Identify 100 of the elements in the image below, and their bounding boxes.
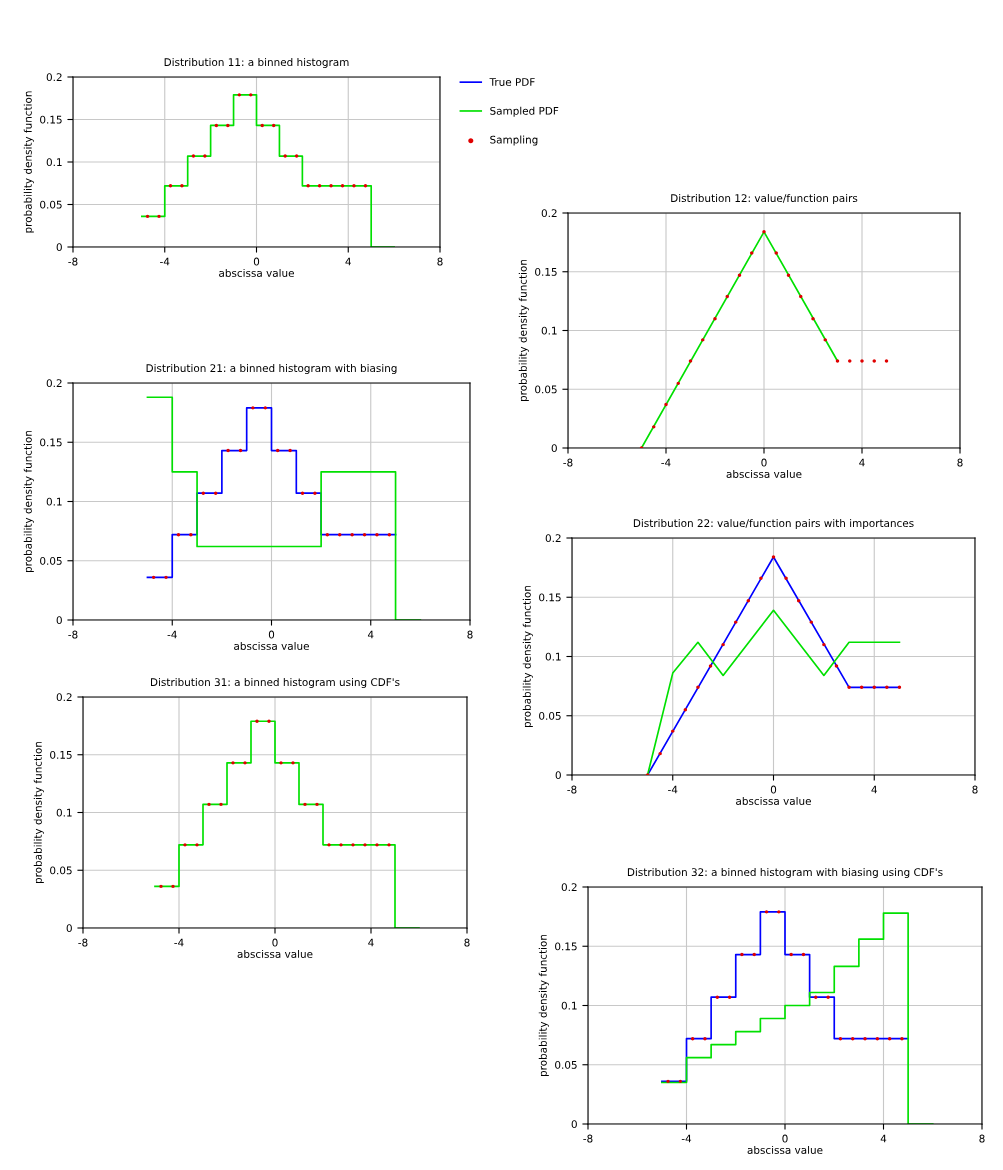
point xyxy=(145,214,150,219)
point xyxy=(340,184,345,188)
y-tick-label: 0.2 xyxy=(541,209,557,218)
x-tick-label: 8 xyxy=(972,785,978,794)
legend-label: True PDF xyxy=(489,78,535,86)
point xyxy=(176,532,181,537)
point xyxy=(375,843,379,847)
x-tick-label: -4 xyxy=(668,785,678,794)
y-tick-label: 0.15 xyxy=(539,593,561,602)
x-tick-label: -4 xyxy=(167,630,177,639)
point xyxy=(875,1036,880,1041)
y-tick-label: 0.2 xyxy=(46,379,62,388)
y-tick-label: 0 xyxy=(555,771,561,780)
x-axis-title: abscissa value xyxy=(726,469,802,478)
y-tick-label: 0 xyxy=(56,243,62,252)
x-tick-label: 8 xyxy=(467,630,473,639)
x-tick-label: -8 xyxy=(78,938,88,947)
x-tick-label: -8 xyxy=(68,630,78,639)
point xyxy=(725,294,729,299)
point xyxy=(823,338,827,342)
point xyxy=(859,685,864,690)
point xyxy=(872,359,876,363)
x-tick-label: -4 xyxy=(160,257,170,266)
point xyxy=(759,576,763,580)
y-axis-title: probability density function xyxy=(23,430,34,573)
point xyxy=(267,719,271,723)
y-tick-label: 0.05 xyxy=(555,1060,577,1069)
point xyxy=(799,294,803,299)
x-tick-label: 0 xyxy=(770,785,777,794)
y-axis-title: probability density function xyxy=(538,934,549,1077)
point xyxy=(658,751,662,756)
x-tick-label: -8 xyxy=(567,785,577,794)
point xyxy=(851,1036,855,1041)
point xyxy=(752,952,756,957)
point xyxy=(306,184,310,188)
point xyxy=(826,995,830,999)
y-axis-title: probability density function xyxy=(522,585,533,728)
point xyxy=(226,123,230,128)
point xyxy=(243,761,247,765)
x-tick-label: -8 xyxy=(583,1134,593,1143)
x-tick-label: 4 xyxy=(367,630,374,639)
x-tick-label: -8 xyxy=(563,458,573,467)
point xyxy=(283,154,287,158)
point xyxy=(313,491,317,495)
point xyxy=(260,123,264,128)
point xyxy=(183,843,187,847)
y-tick-label: 0.1 xyxy=(541,326,557,335)
point xyxy=(848,359,852,363)
y-tick-label: 0 xyxy=(571,1120,577,1129)
y-axis-title: probability density function xyxy=(518,259,529,402)
point xyxy=(678,1079,683,1084)
x-tick-label: 4 xyxy=(368,938,374,947)
point xyxy=(339,843,343,847)
x-axis-title: abscissa value xyxy=(747,1145,823,1154)
x-tick-label: -8 xyxy=(68,257,78,266)
point xyxy=(721,642,725,647)
point xyxy=(784,576,788,580)
point xyxy=(300,491,305,495)
point xyxy=(195,843,199,847)
point xyxy=(214,123,219,128)
point xyxy=(838,1036,843,1041)
point xyxy=(801,952,806,957)
point xyxy=(375,532,379,537)
y-tick-label: 0.2 xyxy=(56,693,72,702)
legend-label: Sampling xyxy=(490,135,538,146)
point xyxy=(822,642,826,647)
y-tick-label: 0.05 xyxy=(535,385,557,394)
point xyxy=(352,184,356,188)
chart-title: Distribution 11: a binned histogram xyxy=(164,57,349,69)
line-series xyxy=(646,609,901,775)
y-axis-title: probability density function xyxy=(33,741,44,884)
y-tick-label: 0.1 xyxy=(561,1001,577,1010)
point xyxy=(762,230,766,234)
y-tick-label: 0.15 xyxy=(50,750,72,759)
chart-title: Distribution 31: a binned histogram using CDF's xyxy=(151,677,400,689)
x-tick-label: 0 xyxy=(272,938,278,947)
y-tick-label: 0 xyxy=(551,444,557,453)
x-tick-label: -4 xyxy=(681,1134,692,1143)
point xyxy=(151,575,156,580)
point xyxy=(897,685,902,690)
x-tick-label: 4 xyxy=(345,257,351,266)
point xyxy=(847,685,851,690)
point xyxy=(811,317,815,321)
y-tick-label: 0.05 xyxy=(40,200,62,209)
x-tick-label: 4 xyxy=(871,785,877,794)
point xyxy=(238,448,243,453)
point xyxy=(363,843,367,847)
x-tick-label: 8 xyxy=(437,257,443,266)
point xyxy=(189,532,193,537)
point xyxy=(263,406,267,410)
y-tick-label: 0.1 xyxy=(46,497,62,506)
chart-title: Distribution 22: value/function pairs with importances xyxy=(633,518,914,530)
x-axis-title: abscissa value xyxy=(219,268,294,277)
point xyxy=(276,448,280,453)
x-tick-label: 0 xyxy=(253,257,260,266)
y-tick-label: 0.1 xyxy=(56,808,72,817)
chart-title: Distribution 32: a binned histogram with biasing using CDF's xyxy=(627,867,943,879)
legend-label: Sampled PDF xyxy=(490,106,559,117)
y-tick-label: 0.2 xyxy=(46,73,62,82)
point xyxy=(860,359,864,363)
